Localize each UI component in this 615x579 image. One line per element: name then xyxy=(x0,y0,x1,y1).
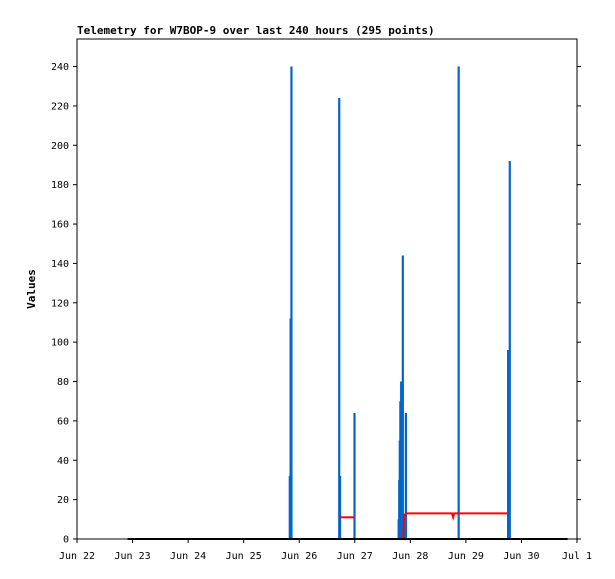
x-tick-label: Jun 27 xyxy=(337,551,373,562)
y-tick-label: 80 xyxy=(57,377,69,388)
x-tick-label: Jun 28 xyxy=(392,551,428,562)
y-tick-label: 160 xyxy=(51,220,69,231)
y-tick-label: 180 xyxy=(51,180,69,191)
x-axis-ticks: Jun 22 Jun 23 Jun 24 Jun 25 Jun 26 Jun 27 Jun … xyxy=(59,539,592,562)
x-tick-label: Jul 1 xyxy=(562,551,592,562)
y-tick-label: 0 xyxy=(63,535,69,546)
y-tick-label: 100 xyxy=(51,338,69,349)
x-tick-label: Jun 22 xyxy=(59,551,95,562)
y-tick-label: 120 xyxy=(51,298,69,309)
y-tick-label: 200 xyxy=(51,141,69,152)
series-layer xyxy=(127,66,568,540)
x-tick-label: Jun 30 xyxy=(503,551,539,562)
chart-title: Telemetry for W7BOP-9 over last 240 hour… xyxy=(77,24,435,37)
x-tick-label: Jun 26 xyxy=(281,551,317,562)
x-tick-label: Jun 25 xyxy=(226,551,262,562)
x-tick-label: Jun 23 xyxy=(114,551,150,562)
y-tick-label: 40 xyxy=(57,456,69,467)
y-tick-label: 240 xyxy=(51,62,69,73)
y-tick-label: 60 xyxy=(57,416,69,427)
y-axis-ticks: 0 20 40 60 80 100 120 140 160 180 200 220 240 xyxy=(51,62,581,546)
y-tick-label: 140 xyxy=(51,259,69,270)
y-tick-label: 220 xyxy=(51,101,69,112)
red-series-line xyxy=(402,512,507,540)
y-tick-label: 20 xyxy=(57,495,69,506)
plot-frame xyxy=(76,38,578,540)
x-tick-label: Jun 29 xyxy=(448,551,484,562)
x-tick-label: Jun 24 xyxy=(170,551,206,562)
y-axis-label: Values xyxy=(25,269,38,309)
